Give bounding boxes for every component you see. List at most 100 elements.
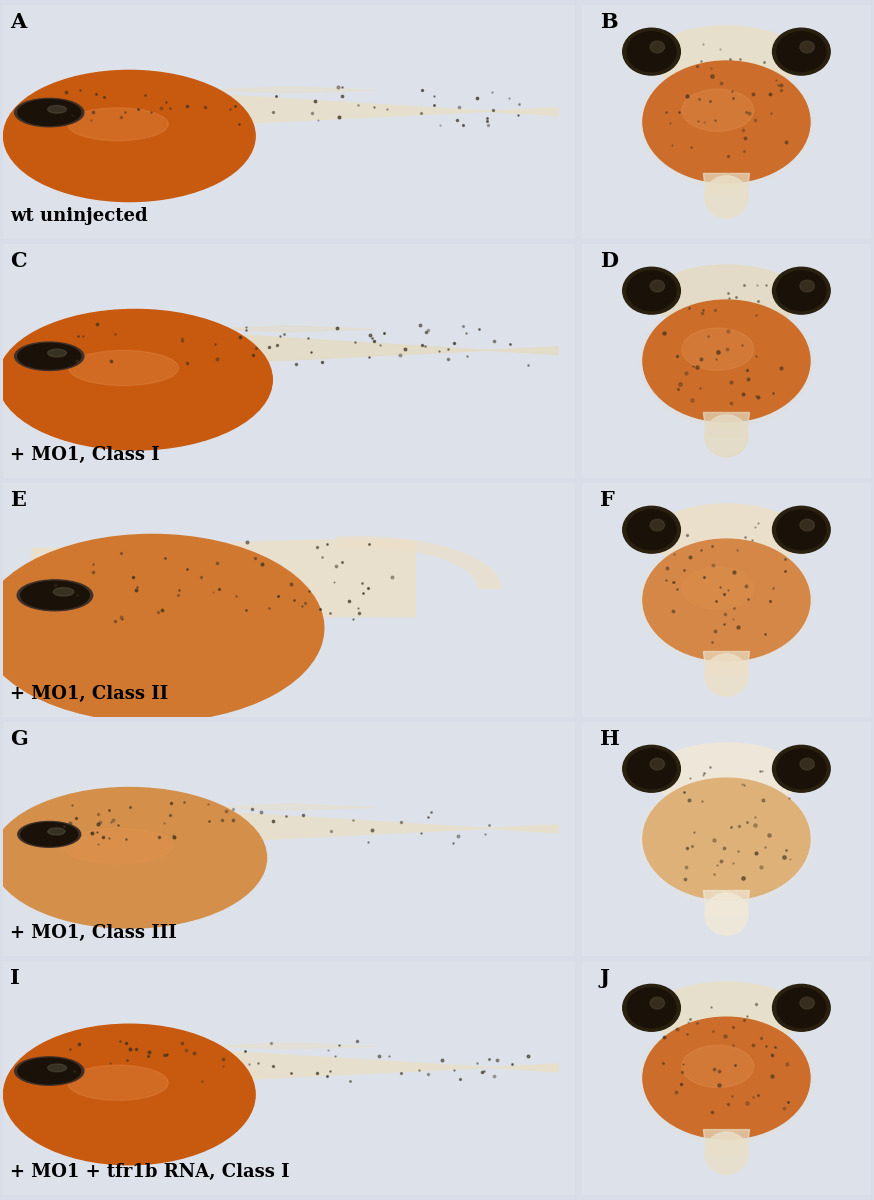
Circle shape [17,1058,80,1084]
Text: G: G [10,728,28,749]
Circle shape [650,41,664,53]
Ellipse shape [682,89,753,131]
Polygon shape [32,90,558,127]
Polygon shape [204,804,375,810]
Polygon shape [32,330,558,366]
Circle shape [777,271,826,311]
Text: + MO1, Class I: + MO1, Class I [10,446,160,464]
Ellipse shape [640,534,813,666]
Ellipse shape [69,350,178,385]
Ellipse shape [682,1045,753,1087]
Polygon shape [32,1046,558,1082]
Circle shape [17,100,80,126]
Circle shape [623,268,680,314]
Ellipse shape [704,415,748,457]
Circle shape [800,997,815,1009]
Circle shape [21,581,89,610]
Ellipse shape [640,774,813,905]
Ellipse shape [651,743,801,809]
Circle shape [48,828,65,835]
Text: I: I [10,968,20,988]
Circle shape [627,749,676,788]
Circle shape [650,997,664,1009]
Circle shape [777,749,826,788]
Ellipse shape [704,175,748,218]
Circle shape [623,745,680,792]
Ellipse shape [640,56,813,187]
Circle shape [800,520,815,530]
Circle shape [627,510,676,550]
Ellipse shape [67,108,168,140]
Circle shape [800,280,815,292]
Circle shape [623,29,680,76]
Text: B: B [600,12,617,32]
Text: + MO1, Class III: + MO1, Class III [10,924,177,942]
Ellipse shape [640,1013,813,1144]
Circle shape [21,823,78,846]
Circle shape [627,988,676,1027]
Ellipse shape [643,539,810,661]
Ellipse shape [640,295,813,426]
Text: F: F [600,490,614,510]
Polygon shape [704,413,750,436]
Text: wt uninjected: wt uninjected [10,206,148,224]
Circle shape [627,271,676,311]
Ellipse shape [704,893,748,935]
Ellipse shape [0,534,323,722]
Circle shape [623,506,680,553]
Circle shape [650,280,664,292]
Polygon shape [336,536,501,588]
Circle shape [48,106,66,113]
Ellipse shape [651,504,801,570]
Circle shape [773,745,830,792]
Circle shape [53,588,73,596]
Text: H: H [600,728,620,749]
Circle shape [48,1064,66,1072]
Circle shape [17,822,80,847]
Ellipse shape [682,568,753,610]
Circle shape [15,342,84,371]
Text: + MO1, Class II: + MO1, Class II [10,685,169,703]
Circle shape [773,29,830,76]
Circle shape [773,506,830,553]
Circle shape [800,758,815,770]
Polygon shape [204,326,375,331]
Ellipse shape [3,71,255,202]
Circle shape [15,1057,84,1085]
Text: J: J [600,968,609,988]
Ellipse shape [67,1066,168,1100]
Circle shape [48,349,66,356]
Ellipse shape [704,1132,748,1174]
Circle shape [627,31,676,72]
Text: A: A [10,12,26,32]
Circle shape [773,268,830,314]
Ellipse shape [63,828,173,864]
Circle shape [800,41,815,53]
Ellipse shape [643,778,810,900]
Ellipse shape [643,1018,810,1139]
Ellipse shape [643,61,810,182]
Circle shape [650,758,664,770]
Ellipse shape [651,26,801,91]
Text: C: C [10,251,27,271]
Text: E: E [10,490,26,510]
Circle shape [17,580,93,611]
Circle shape [17,343,80,370]
Circle shape [777,510,826,550]
Polygon shape [32,808,558,844]
Polygon shape [704,890,750,914]
Text: D: D [600,251,618,271]
Circle shape [623,984,680,1031]
Ellipse shape [0,310,273,450]
Polygon shape [204,1043,375,1049]
Ellipse shape [643,300,810,422]
Circle shape [777,988,826,1027]
Circle shape [773,984,830,1031]
Text: + MO1 + tfr1b RNA, Class I: + MO1 + tfr1b RNA, Class I [10,1163,290,1181]
Circle shape [650,520,664,530]
Ellipse shape [704,654,748,696]
Ellipse shape [682,328,753,371]
Ellipse shape [651,265,801,330]
Ellipse shape [55,590,226,647]
Circle shape [777,31,826,72]
